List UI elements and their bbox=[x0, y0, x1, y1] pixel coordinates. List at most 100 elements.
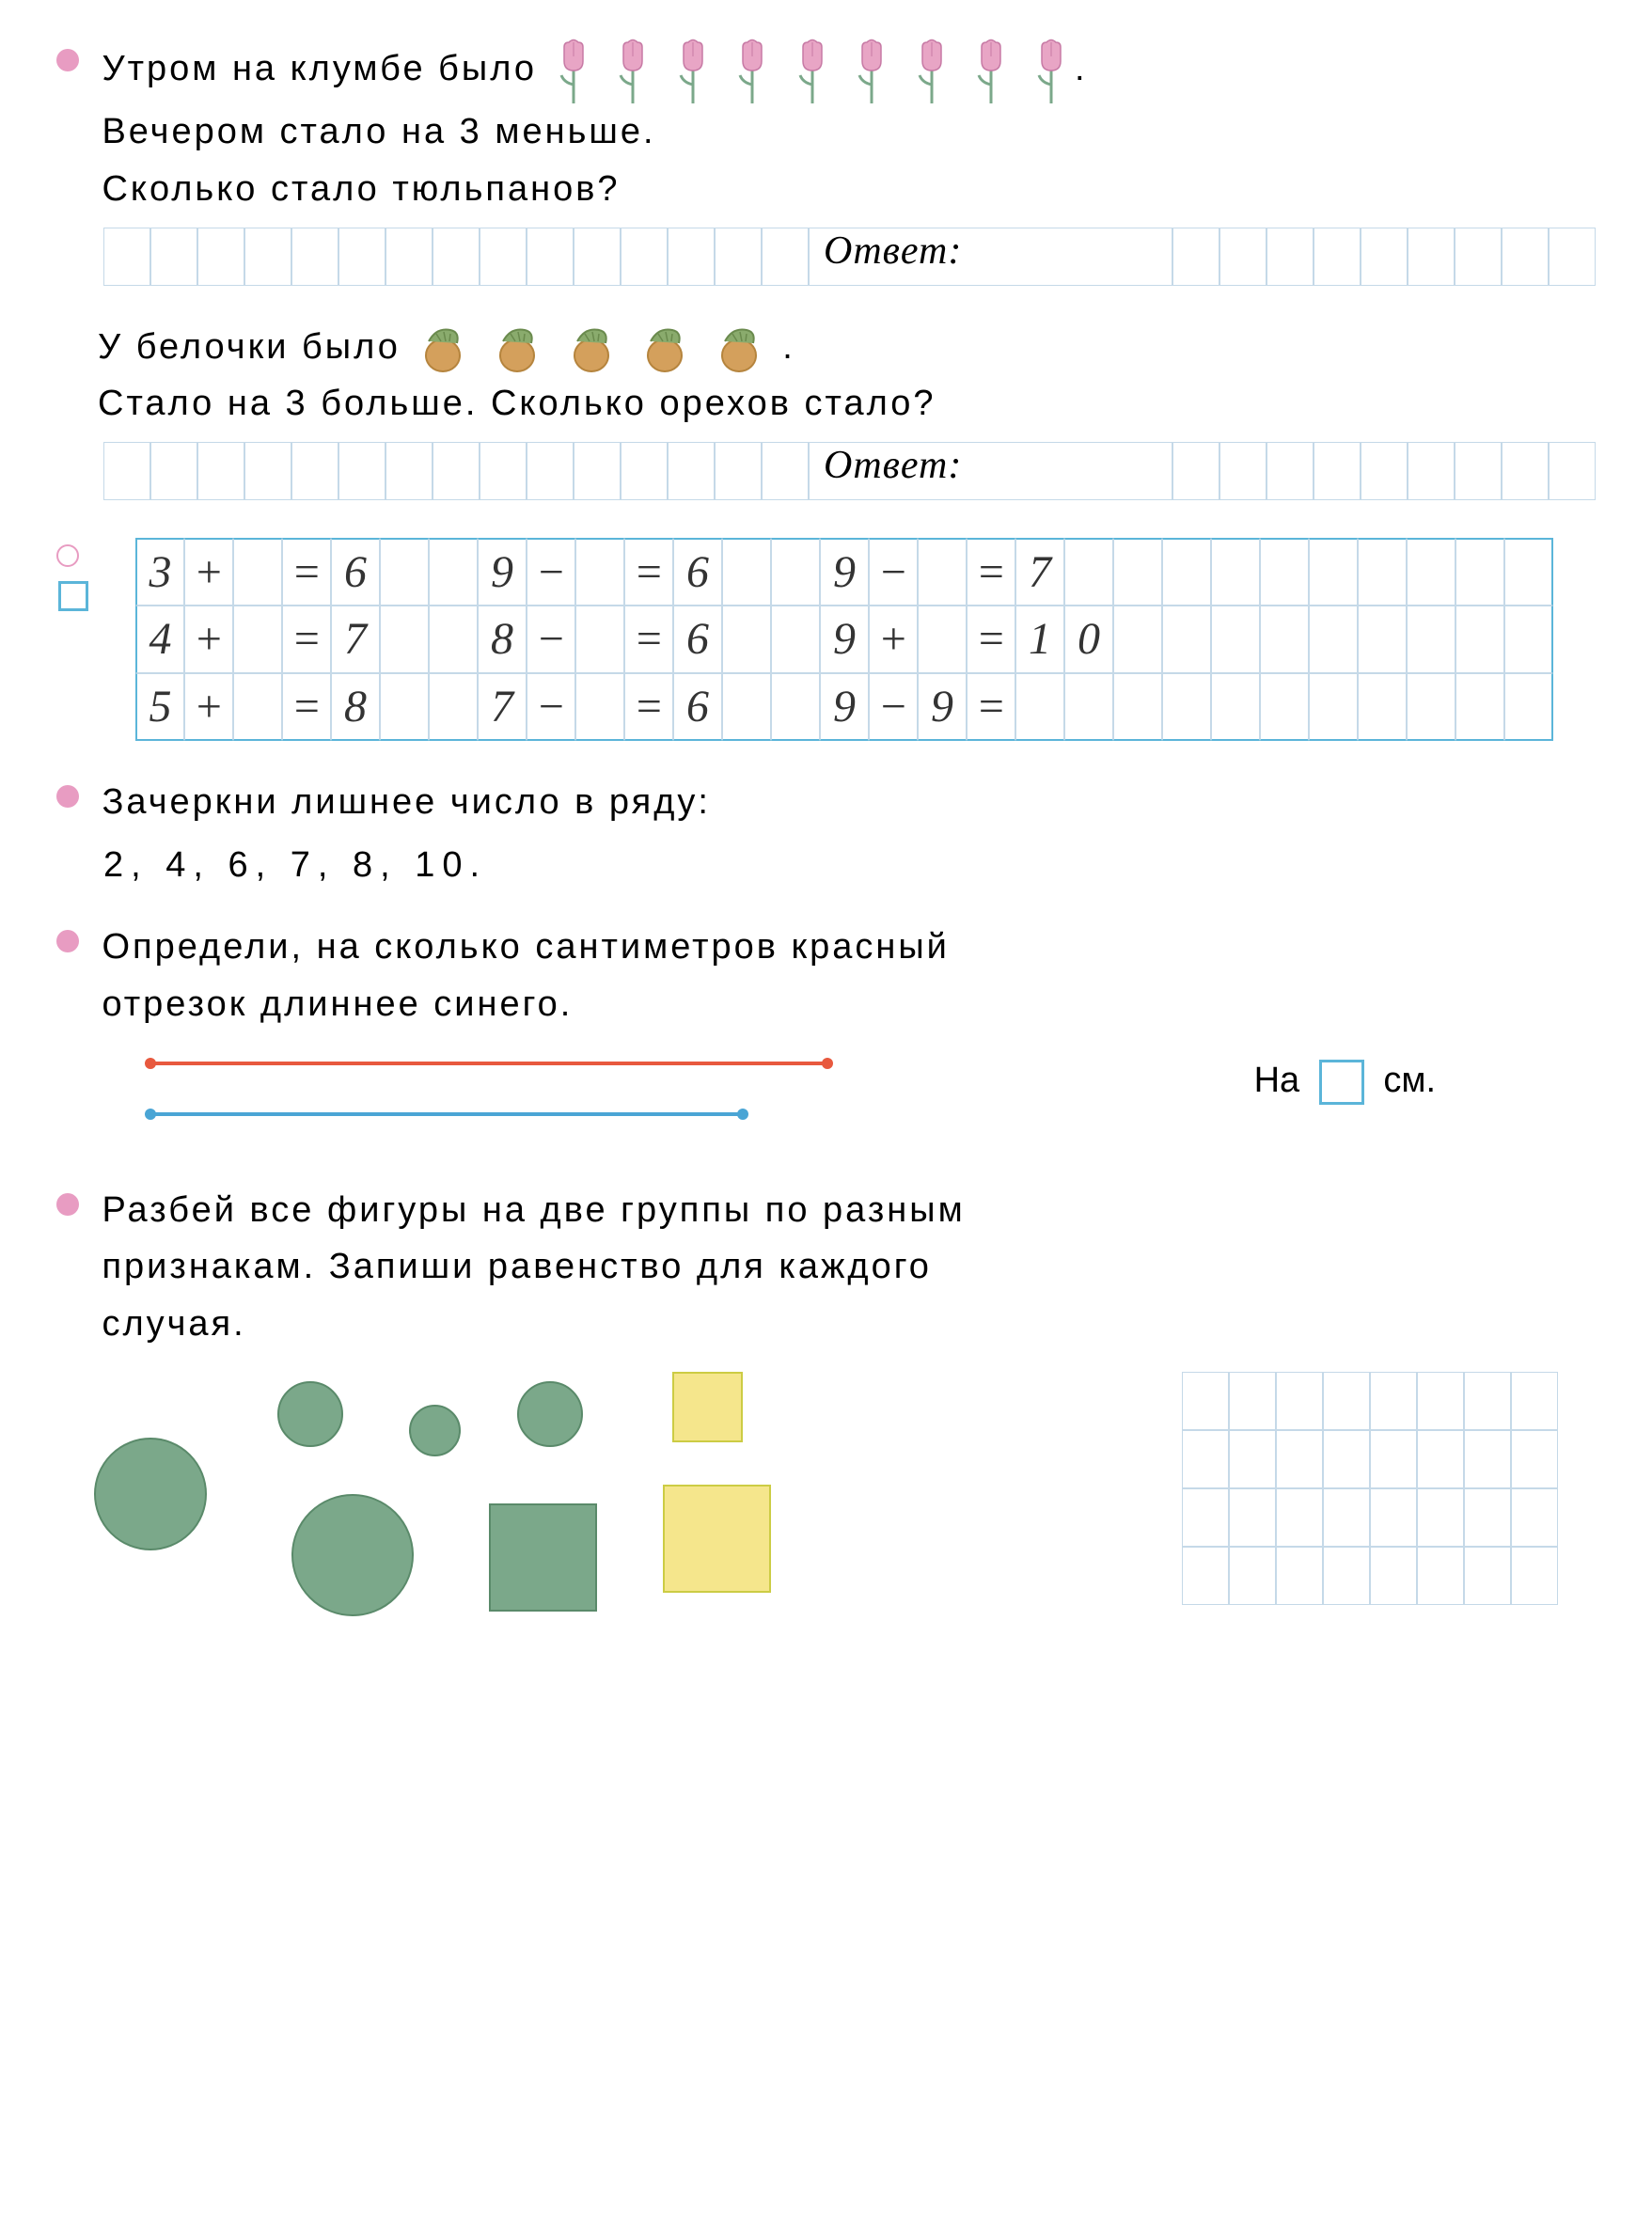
math-cell[interactable] bbox=[429, 606, 478, 673]
grid-cell[interactable] bbox=[1502, 442, 1549, 500]
math-cell[interactable] bbox=[771, 538, 820, 606]
math-cell[interactable] bbox=[1015, 673, 1064, 741]
math-cell[interactable] bbox=[722, 673, 771, 741]
math-cell[interactable] bbox=[429, 673, 478, 741]
grid-cell[interactable] bbox=[338, 228, 385, 286]
grid-cell[interactable] bbox=[1502, 228, 1549, 286]
grid-cell[interactable] bbox=[1276, 1372, 1323, 1430]
grid-cell[interactable] bbox=[150, 228, 197, 286]
grid-cell[interactable] bbox=[1511, 1547, 1558, 1605]
grid-cell[interactable] bbox=[1229, 1488, 1276, 1547]
grid-cell[interactable] bbox=[480, 442, 527, 500]
grid-cell[interactable] bbox=[1276, 1430, 1323, 1488]
grid-cell[interactable] bbox=[621, 442, 668, 500]
math-cell[interactable] bbox=[380, 606, 429, 673]
grid-cell[interactable] bbox=[1276, 1488, 1323, 1547]
math-cell[interactable] bbox=[380, 538, 429, 606]
grid-cell[interactable] bbox=[1182, 1372, 1229, 1430]
grid-cell[interactable] bbox=[1172, 228, 1219, 286]
grid-cell[interactable] bbox=[385, 442, 433, 500]
grid-cell[interactable] bbox=[103, 228, 150, 286]
math-cell[interactable] bbox=[918, 606, 967, 673]
grid-cell[interactable] bbox=[1455, 228, 1502, 286]
number-sequence[interactable]: 2, 4, 6, 7, 8, 10. bbox=[103, 845, 1596, 886]
grid-cell[interactable] bbox=[574, 442, 621, 500]
grid-cell[interactable] bbox=[338, 442, 385, 500]
grid-cell[interactable] bbox=[1408, 442, 1455, 500]
grid-cell[interactable] bbox=[1464, 1488, 1511, 1547]
grid-cell[interactable] bbox=[433, 228, 480, 286]
grid-cell[interactable] bbox=[668, 442, 715, 500]
grid-cell[interactable] bbox=[1511, 1488, 1558, 1547]
grid-cell[interactable] bbox=[1464, 1547, 1511, 1605]
math-cell[interactable] bbox=[771, 673, 820, 741]
grid-cell[interactable] bbox=[1323, 1430, 1370, 1488]
grid-cell[interactable] bbox=[197, 228, 244, 286]
math-cell[interactable] bbox=[575, 538, 624, 606]
grid-cell[interactable] bbox=[1229, 1547, 1276, 1605]
grid-cell[interactable] bbox=[1229, 1372, 1276, 1430]
grid-cell[interactable] bbox=[1408, 228, 1455, 286]
grid-cell[interactable] bbox=[291, 228, 338, 286]
grid-cell[interactable] bbox=[574, 228, 621, 286]
grid-cell[interactable] bbox=[1370, 1547, 1417, 1605]
answer-grid[interactable] bbox=[1182, 1372, 1558, 1605]
grid-cell[interactable] bbox=[1219, 442, 1267, 500]
grid-cell[interactable] bbox=[1417, 1372, 1464, 1430]
grid-cell[interactable] bbox=[715, 228, 762, 286]
grid-cell[interactable] bbox=[291, 442, 338, 500]
grid-cell[interactable] bbox=[150, 442, 197, 500]
grid-cell[interactable] bbox=[1361, 442, 1408, 500]
math-cell[interactable] bbox=[918, 538, 967, 606]
grid-cell[interactable] bbox=[1276, 1547, 1323, 1605]
grid-cell[interactable] bbox=[1314, 228, 1361, 286]
grid-cell[interactable] bbox=[103, 442, 150, 500]
grid-cell[interactable] bbox=[1361, 228, 1408, 286]
answer-input-box[interactable] bbox=[1319, 1060, 1364, 1105]
grid-cell[interactable] bbox=[1455, 442, 1502, 500]
grid-cell[interactable] bbox=[1464, 1430, 1511, 1488]
grid-cell[interactable] bbox=[715, 442, 762, 500]
grid-cell[interactable] bbox=[668, 228, 715, 286]
grid-cell[interactable] bbox=[621, 228, 668, 286]
grid-cell[interactable] bbox=[1464, 1372, 1511, 1430]
grid-cell[interactable] bbox=[1323, 1547, 1370, 1605]
grid-cell[interactable] bbox=[433, 442, 480, 500]
grid-cell[interactable] bbox=[1417, 1488, 1464, 1547]
grid-cell[interactable] bbox=[1314, 442, 1361, 500]
grid-cell[interactable] bbox=[1417, 1430, 1464, 1488]
math-cell[interactable] bbox=[233, 606, 282, 673]
grid-cell[interactable] bbox=[762, 228, 809, 286]
grid-cell[interactable] bbox=[244, 442, 291, 500]
math-cell[interactable] bbox=[233, 673, 282, 741]
grid-cell[interactable] bbox=[385, 228, 433, 286]
math-cell[interactable] bbox=[233, 538, 282, 606]
grid-cell[interactable] bbox=[527, 442, 574, 500]
grid-cell[interactable] bbox=[1511, 1430, 1558, 1488]
grid-cell[interactable] bbox=[197, 442, 244, 500]
grid-cell[interactable] bbox=[1182, 1547, 1229, 1605]
grid-cell[interactable] bbox=[1229, 1430, 1276, 1488]
grid-cell[interactable] bbox=[1417, 1547, 1464, 1605]
grid-cell[interactable] bbox=[1323, 1372, 1370, 1430]
grid-cell[interactable] bbox=[1370, 1488, 1417, 1547]
grid-cell[interactable] bbox=[1549, 228, 1596, 286]
grid-cell[interactable] bbox=[244, 228, 291, 286]
grid-cell[interactable] bbox=[1511, 1372, 1558, 1430]
grid-cell[interactable] bbox=[1549, 442, 1596, 500]
grid-cell[interactable] bbox=[1182, 1488, 1229, 1547]
math-cell[interactable] bbox=[380, 673, 429, 741]
math-cell[interactable] bbox=[722, 538, 771, 606]
grid-cell[interactable] bbox=[1323, 1488, 1370, 1547]
grid-cell[interactable] bbox=[1370, 1430, 1417, 1488]
grid-cell[interactable] bbox=[1182, 1430, 1229, 1488]
math-cell[interactable] bbox=[575, 606, 624, 673]
math-cell[interactable] bbox=[722, 606, 771, 673]
grid-cell[interactable] bbox=[1219, 228, 1267, 286]
math-cell[interactable] bbox=[429, 538, 478, 606]
grid-cell[interactable] bbox=[1370, 1372, 1417, 1430]
grid-cell[interactable] bbox=[762, 442, 809, 500]
math-cell[interactable] bbox=[575, 673, 624, 741]
grid-cell[interactable] bbox=[527, 228, 574, 286]
grid-cell[interactable] bbox=[1172, 442, 1219, 500]
